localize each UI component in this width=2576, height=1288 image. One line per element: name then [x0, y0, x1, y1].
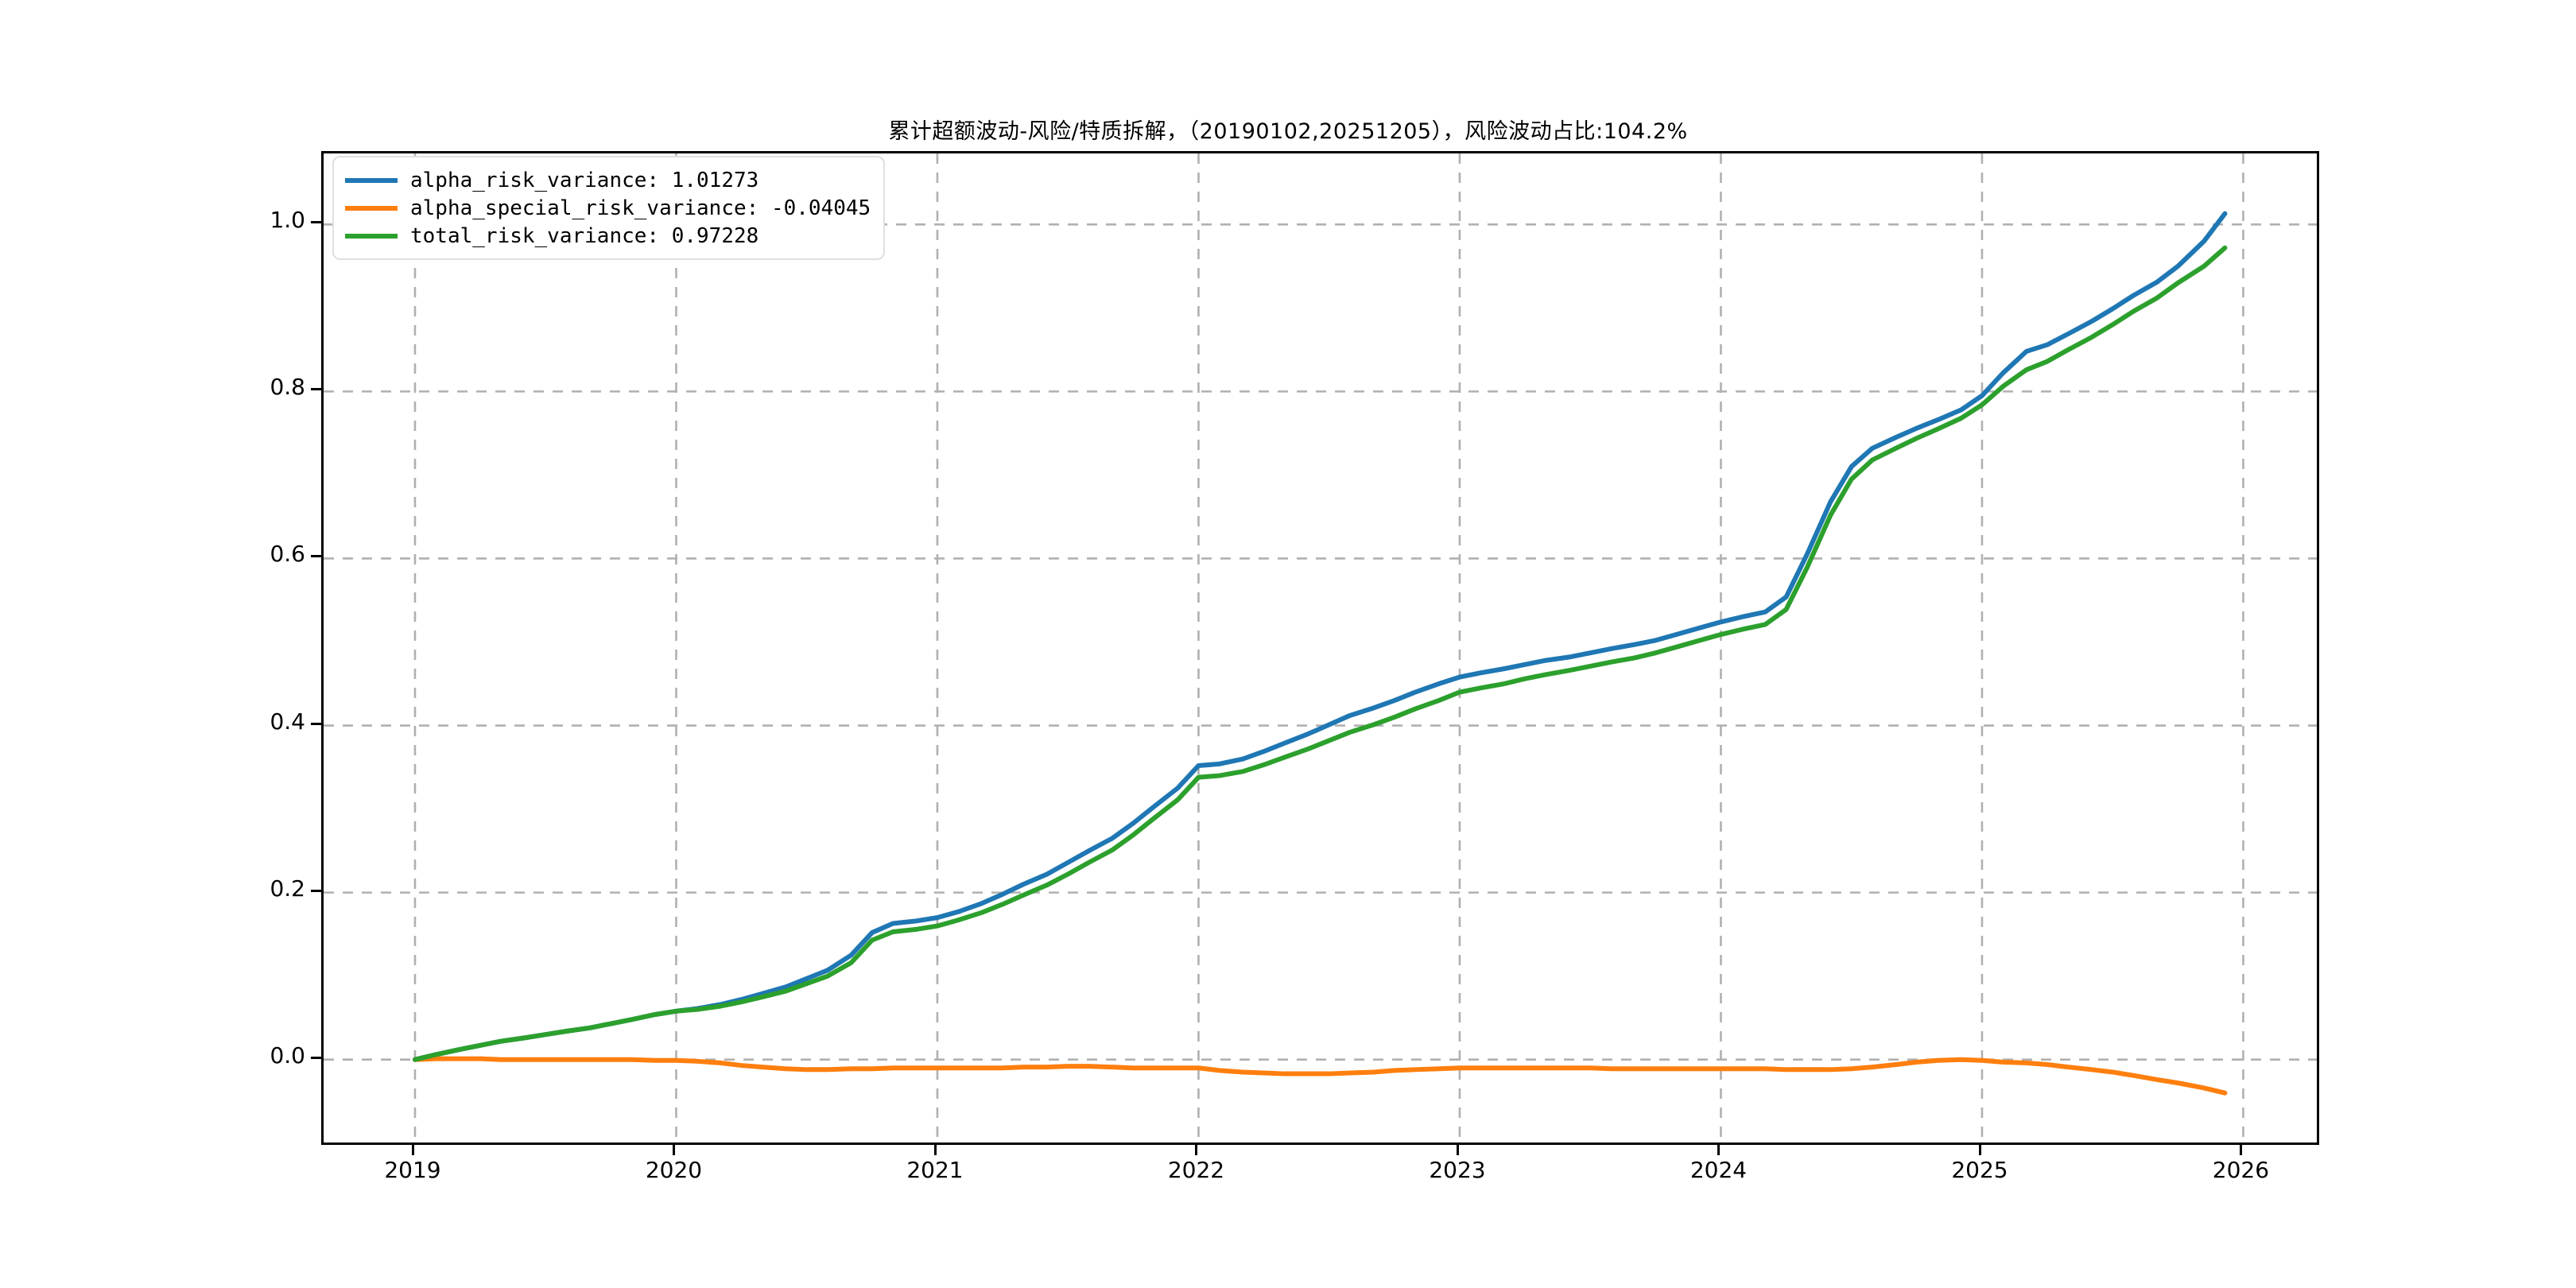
series-line-total_risk_variance	[412, 245, 2228, 1062]
chart-legend[interactable]: alpha_risk_variance: 1.01273 alpha_specia…	[332, 156, 886, 260]
chart-title: 累计超额波动-风险/特质拆解，（20190102,20251205），风险波动占…	[888, 119, 1688, 144]
y-tick-label-0.0: 0.0	[270, 1042, 305, 1069]
series-line-alpha_special_risk_variance	[412, 1056, 2228, 1096]
x-tick-label-2021: 2021	[906, 1157, 964, 1183]
x-tick-mark-2020	[673, 1145, 676, 1155]
y-tick-label-0.2: 0.2	[270, 875, 305, 902]
legend-label-total_risk_variance: total_risk_variance: 0.97228	[410, 223, 759, 248]
x-tick-label-2026: 2026	[2212, 1157, 2270, 1183]
y-tick-mark-0.8	[311, 388, 321, 391]
y-tick-mark-0.0	[311, 1056, 321, 1059]
legend-color-swatch-alpha_risk_variance	[345, 177, 398, 183]
legend-label-alpha_special_risk_variance: alpha_special_risk_variance: -0.04045	[410, 196, 871, 220]
x-tick-mark-2021	[933, 1145, 937, 1155]
x-tick-mark-2026	[2240, 1145, 2243, 1155]
plot-area	[321, 151, 2319, 1145]
series-lines	[412, 211, 2228, 1096]
y-tick-label-1.0: 1.0	[270, 207, 305, 234]
legend-label-alpha_risk_variance: alpha_risk_variance: 1.01273	[410, 168, 759, 192]
y-tick-mark-1.0	[311, 221, 321, 224]
x-tick-label-2024: 2024	[1690, 1157, 1748, 1183]
plot-inner	[324, 153, 2317, 1143]
y-tick-mark-0.6	[311, 555, 321, 558]
series-line-alpha_risk_variance	[412, 211, 2228, 1062]
legend-color-swatch-alpha_special_risk_variance	[345, 205, 398, 211]
x-tick-label-2022: 2022	[1167, 1157, 1225, 1183]
x-tick-mark-2022	[1195, 1145, 1198, 1155]
x-tick-mark-2024	[1717, 1145, 1721, 1155]
legend-item-alpha_risk_variance[interactable]: alpha_risk_variance: 1.01273	[345, 166, 871, 194]
x-tick-mark-2025	[1978, 1145, 1981, 1155]
x-tick-label-2019: 2019	[384, 1157, 441, 1183]
y-tick-mark-0.2	[311, 889, 321, 892]
x-tick-label-2023: 2023	[1429, 1157, 1486, 1183]
y-tick-mark-0.4	[311, 722, 321, 725]
legend-color-swatch-total_risk_variance	[345, 233, 398, 239]
legend-item-alpha_special_risk_variance[interactable]: alpha_special_risk_variance: -0.04045	[345, 194, 871, 222]
legend-item-total_risk_variance[interactable]: total_risk_variance: 0.97228	[345, 222, 871, 250]
y-tick-label-0.4: 0.4	[270, 708, 305, 735]
x-tick-label-2025: 2025	[1951, 1157, 2008, 1183]
y-tick-label-0.6: 0.6	[270, 541, 305, 568]
x-tick-label-2020: 2020	[645, 1157, 703, 1183]
y-tick-label-0.8: 0.8	[270, 374, 305, 401]
x-tick-mark-2023	[1456, 1145, 1459, 1155]
x-tick-mark-2019	[411, 1145, 414, 1155]
